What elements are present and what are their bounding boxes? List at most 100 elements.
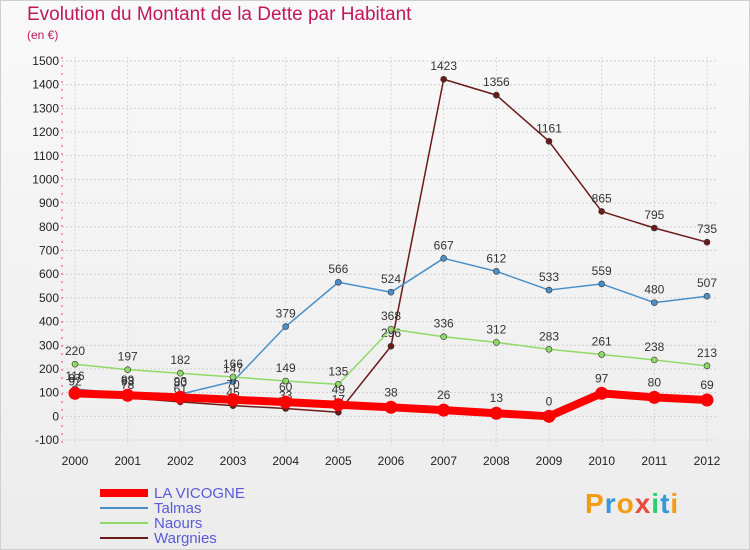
data-label: 735 [697, 222, 717, 236]
y-tick-label: 500 [39, 291, 59, 305]
y-tick-label: 1200 [32, 125, 59, 139]
y-tick-label: 600 [39, 267, 59, 281]
data-point [440, 75, 447, 83]
data-point [335, 278, 342, 286]
data-label: 213 [697, 346, 717, 360]
data-label: 667 [434, 238, 454, 252]
data-label: 80 [648, 375, 662, 389]
data-point [437, 403, 451, 417]
data-point [121, 388, 135, 402]
data-point [545, 286, 553, 294]
data-label: 149 [276, 361, 296, 375]
y-tick-label: 1400 [32, 78, 59, 92]
data-label: 238 [644, 340, 664, 354]
x-tick-label: 2009 [536, 454, 563, 468]
data-label: 533 [539, 270, 559, 284]
data-point [177, 369, 184, 377]
data-point [703, 292, 711, 300]
legend-label: Talmas [154, 500, 202, 517]
data-point [384, 400, 398, 414]
data-label: 147 [223, 361, 243, 375]
x-tick-label: 2005 [325, 454, 352, 468]
data-point [226, 393, 240, 407]
data-label: 1356 [483, 75, 510, 89]
data-point [651, 224, 658, 232]
chart-subtitle: (en €) [27, 28, 59, 42]
data-label: 283 [539, 329, 559, 343]
data-label: 566 [328, 262, 348, 276]
legend-label: Naours [154, 515, 202, 532]
data-label: 261 [592, 334, 612, 348]
x-tick-label: 2002 [167, 454, 194, 468]
data-label: 80 [174, 375, 188, 389]
data-point [493, 91, 500, 99]
data-label: 26 [437, 388, 451, 402]
y-tick-label: 1100 [33, 149, 59, 163]
y-tick-label: 400 [39, 315, 59, 329]
x-tick-label: 2000 [62, 454, 89, 468]
data-point [651, 356, 658, 364]
data-point [440, 333, 447, 341]
data-label: 93 [121, 374, 135, 388]
x-tick-label: 2001 [114, 454, 141, 468]
x-tick-label: 2010 [588, 454, 615, 468]
data-label: 97 [68, 371, 82, 385]
data-label: 197 [118, 350, 138, 364]
data-point [545, 138, 553, 145]
data-point [282, 377, 289, 385]
y-tick-label: 1300 [32, 101, 59, 115]
data-label: 69 [700, 378, 714, 392]
data-point [703, 362, 711, 370]
data-point [493, 339, 500, 346]
x-tick-label: 2008 [483, 454, 510, 468]
data-label: 480 [644, 283, 664, 297]
data-label: 97 [595, 371, 609, 385]
logo-letter: x [634, 488, 652, 519]
x-tick-label: 2011 [641, 454, 667, 468]
data-label: 135 [328, 364, 348, 378]
legend-label: LA VICOGNE [154, 485, 245, 502]
data-label: 1423 [430, 59, 457, 73]
data-point [489, 406, 503, 420]
chart-title: Evolution du Montant de la Dette par Hab… [27, 4, 412, 25]
data-point [651, 299, 658, 306]
data-label: 524 [381, 272, 401, 286]
data-label: 89 [121, 373, 135, 387]
data-point [542, 409, 556, 423]
logo-letter: o [616, 488, 635, 519]
data-label: 182 [170, 353, 190, 367]
logo-letter: t [660, 488, 671, 519]
y-tick-label: 300 [39, 338, 59, 352]
data-point [387, 325, 395, 333]
data-label: 60 [279, 380, 293, 394]
logo-letter: i [651, 488, 661, 519]
x-tick-label: 2012 [694, 454, 721, 468]
data-label: 92 [68, 375, 82, 389]
data-label: 379 [276, 307, 296, 321]
y-tick-label: 200 [39, 362, 59, 376]
data-point [331, 398, 345, 412]
logo-letter: P [585, 488, 605, 519]
data-point [598, 351, 605, 358]
data-point [493, 268, 500, 275]
data-label: 559 [592, 264, 612, 278]
data-point [595, 386, 609, 400]
data-point [387, 288, 395, 296]
data-label: 220 [65, 344, 85, 358]
data-point [282, 323, 289, 330]
data-label: 312 [486, 322, 506, 336]
y-tick-label: 1500 [32, 54, 59, 68]
data-point [598, 280, 605, 288]
data-point [598, 208, 605, 215]
x-tick-label: 2003 [220, 454, 247, 468]
data-label: 166 [223, 357, 243, 371]
data-point [124, 366, 131, 373]
data-label: 865 [592, 191, 612, 205]
y-tick-label: 0 [52, 409, 59, 423]
data-label: 612 [486, 251, 506, 265]
y-tick-label: -100 [35, 433, 59, 447]
data-point [700, 393, 714, 407]
data-point [173, 390, 187, 404]
